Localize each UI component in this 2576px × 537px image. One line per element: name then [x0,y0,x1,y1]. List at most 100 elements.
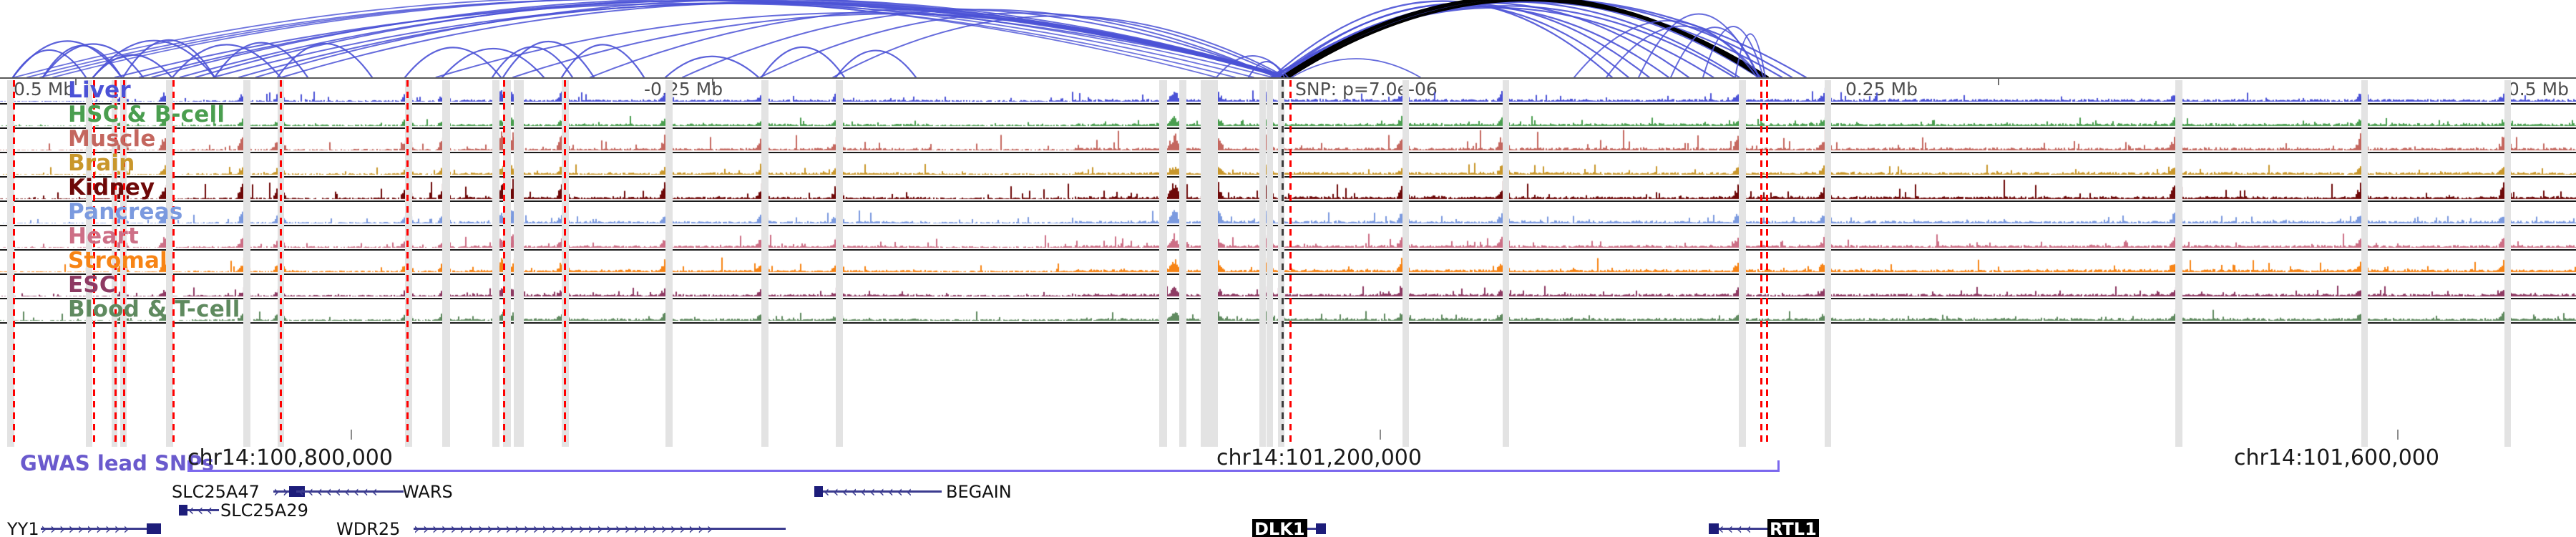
interaction-arc [441,47,545,79]
gwas-lead-snp-row: GWAS lead SNPs chr14:100,800,000 chr14:10… [0,430,2576,477]
interaction-arc [491,46,574,79]
gene-strand-arrows: ››››››››››››››››››››››››››››››››› [414,521,716,537]
interaction-arc [760,46,846,79]
gene-exon-block [147,523,161,534]
gene-name-label[interactable]: WDR25 [336,519,401,537]
interaction-arc [1271,0,1613,79]
gene-exon-block [1709,523,1719,534]
signal-track-esc: ESC [0,275,2576,299]
genomic-coordinate-label: chr14:100,800,000 [187,445,393,470]
interaction-arc [502,41,595,79]
signal-track-stromal: Stromal [0,251,2576,275]
interaction-arc [1735,33,1766,78]
gwas-region-endpoint [1777,460,1780,472]
gene-body-line [179,509,219,511]
gene-strand-arrows: ‹‹‹‹‹ [1709,521,1755,537]
signal-track-heart: Heart [0,226,2576,251]
interaction-arc [681,9,1277,78]
gene-body-line [414,528,786,530]
signal-track-canvas [0,80,2576,103]
gene-strand-arrows: ‹‹‹‹‹‹‹‹‹‹‹ [814,484,915,501]
coordinate-tick [1380,430,1381,440]
genomic-coordinate-label: chr14:101,200,000 [1216,445,1422,470]
gene-body-line [289,490,404,493]
genomic-coordinate-label: chr14:101,600,000 [2234,445,2439,470]
signal-track-kidney: Kidney [0,178,2576,202]
interaction-arc [832,15,1287,78]
interaction-arc [52,0,1273,78]
interaction-arc [1279,4,1629,79]
signal-track-canvas [0,153,2576,176]
interaction-arc [26,0,1236,78]
gene-exon-block [179,505,187,516]
gene-name-label[interactable]: RTL1 [1767,519,1819,537]
signal-track-canvas [0,178,2576,200]
interaction-arc [664,55,760,79]
gwas-region-line [187,470,1777,472]
gene-name-label[interactable]: WARS [402,482,453,502]
interaction-arc [39,0,1254,78]
signal-track-canvas [0,299,2576,322]
interaction-arc [404,47,502,79]
signal-track-blood-t-cell: Blood & T-cell [0,299,2576,324]
gene-row: ››› SLC25A47 ‹‹‹‹‹‹‹‹‹‹ WARS ‹‹‹‹‹‹‹‹‹‹‹ BEGA… [0,482,2576,502]
gene-name-label[interactable]: DLK1 [1252,519,1307,537]
interaction-arc [1287,0,1769,79]
signal-track-canvas [0,105,2576,127]
signal-track-canvas [0,226,2576,249]
gene-exon-block [1316,523,1326,534]
coordinate-tick [351,430,352,440]
gene-name-label[interactable]: SLC25A29 [220,500,308,521]
signal-track-canvas [0,129,2576,152]
gene-name-label[interactable]: SLC25A47 [172,482,260,502]
interaction-arc [1702,25,1765,78]
gene-strand-arrows: ‹‹‹‹‹‹‹‹‹‹ [289,484,381,501]
interaction-arc [14,0,1217,78]
interaction-arc [834,49,917,79]
interaction-arc [759,12,1285,78]
signal-track-canvas [0,275,2576,298]
interaction-arc [560,44,645,79]
coordinate-tick [2397,430,2399,440]
genomic-axis [0,77,2576,79]
arc-svg [11,0,1807,79]
interaction-arc [589,8,1279,78]
gene-body-line [1709,528,1767,530]
gene-exon-block [814,486,823,497]
chromatin-interaction-arc-panel [0,0,2576,79]
interaction-arc [435,11,1292,78]
signal-track-liver: Liver [0,80,2576,105]
interaction-arc [1291,58,1421,78]
gene-name-label[interactable]: BEGAIN [946,482,1012,502]
axis-line [0,77,2576,79]
signal-track-hsc-b-cell: HSC & B-cell [0,105,2576,129]
interaction-arc [42,44,123,79]
interaction-arc [1670,26,1760,78]
gene-name-label[interactable]: YY1 [7,519,39,537]
interaction-arc [11,49,87,79]
interaction-arc [1248,61,1285,78]
signal-track-canvas [0,251,2576,274]
interaction-arc [512,13,1283,78]
gene-strand-arrows: ›››››››››› [41,521,132,537]
interaction-arc [1606,25,1758,78]
interaction-arc [1274,2,1650,79]
gene-row: ‹‹‹‹ SLC25A29 [0,500,2576,521]
signal-track-stack: Liver HSC & B-cell Muscle Brain Kidney Pancre… [0,80,2576,447]
gene-annotation-track: ››› SLC25A47 ‹‹‹‹‹‹‹‹‹‹ WARS ‹‹‹‹‹‹‹‹‹‹‹ BEGA… [0,482,2576,537]
gwas-region-endpoint [187,460,190,472]
gwas-row-label: GWAS lead SNPs [20,451,215,475]
interaction-arc [1216,55,1289,78]
interaction-arc [213,42,309,79]
gene-body-line [814,490,942,493]
gene-body-line [41,528,155,530]
signal-track-muscle: Muscle [0,129,2576,153]
signal-track-pancreas: Pancreas [0,202,2576,226]
gene-exon-block [289,486,296,497]
signal-track-canvas [0,202,2576,225]
gene-row: ›››››››››› YY1 ›››››››››››››››››››››››››››… [0,519,2576,537]
interaction-arc [1574,20,1762,78]
signal-track-brain: Brain [0,153,2576,178]
interaction-arc [42,43,145,79]
